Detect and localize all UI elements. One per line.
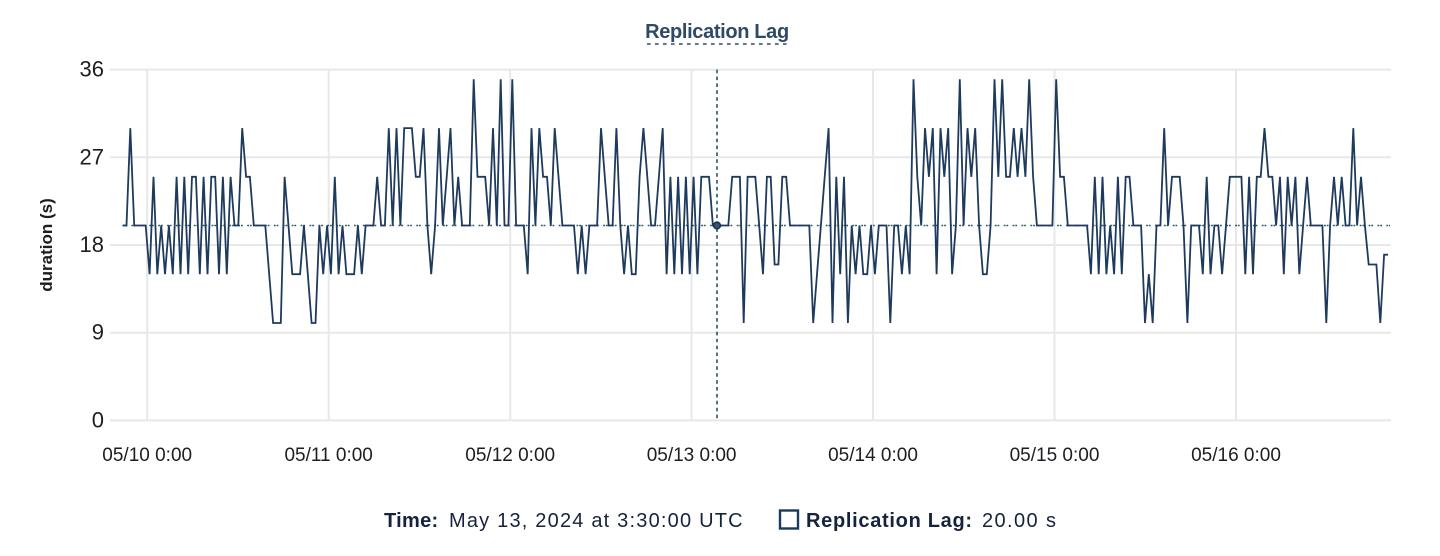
svg-text:36: 36 [80, 57, 104, 82]
svg-text:20.00 s: 20.00 s [982, 510, 1057, 532]
svg-text:Replication Lag: Replication Lag [645, 21, 789, 43]
svg-text:9: 9 [92, 320, 104, 345]
svg-text:05/11 0:00: 05/11 0:00 [284, 445, 372, 466]
svg-text:Replication Lag:: Replication Lag: [806, 510, 973, 532]
svg-text:27: 27 [80, 144, 104, 169]
svg-text:18: 18 [80, 232, 104, 257]
svg-text:05/13 0:00: 05/13 0:00 [647, 445, 737, 466]
svg-text:05/15 0:00: 05/15 0:00 [1010, 445, 1100, 466]
svg-text:05/12 0:00: 05/12 0:00 [465, 445, 555, 466]
svg-text:0: 0 [92, 407, 104, 432]
svg-text:May 13, 2024 at 3:30:00 UTC: May 13, 2024 at 3:30:00 UTC [449, 510, 744, 532]
svg-text:05/14 0:00: 05/14 0:00 [828, 445, 918, 466]
svg-text:duration (s): duration (s) [37, 198, 56, 292]
svg-text:05/16 0:00: 05/16 0:00 [1191, 445, 1281, 466]
svg-text:Time:: Time: [384, 510, 438, 532]
svg-text:05/10 0:00: 05/10 0:00 [102, 445, 192, 466]
